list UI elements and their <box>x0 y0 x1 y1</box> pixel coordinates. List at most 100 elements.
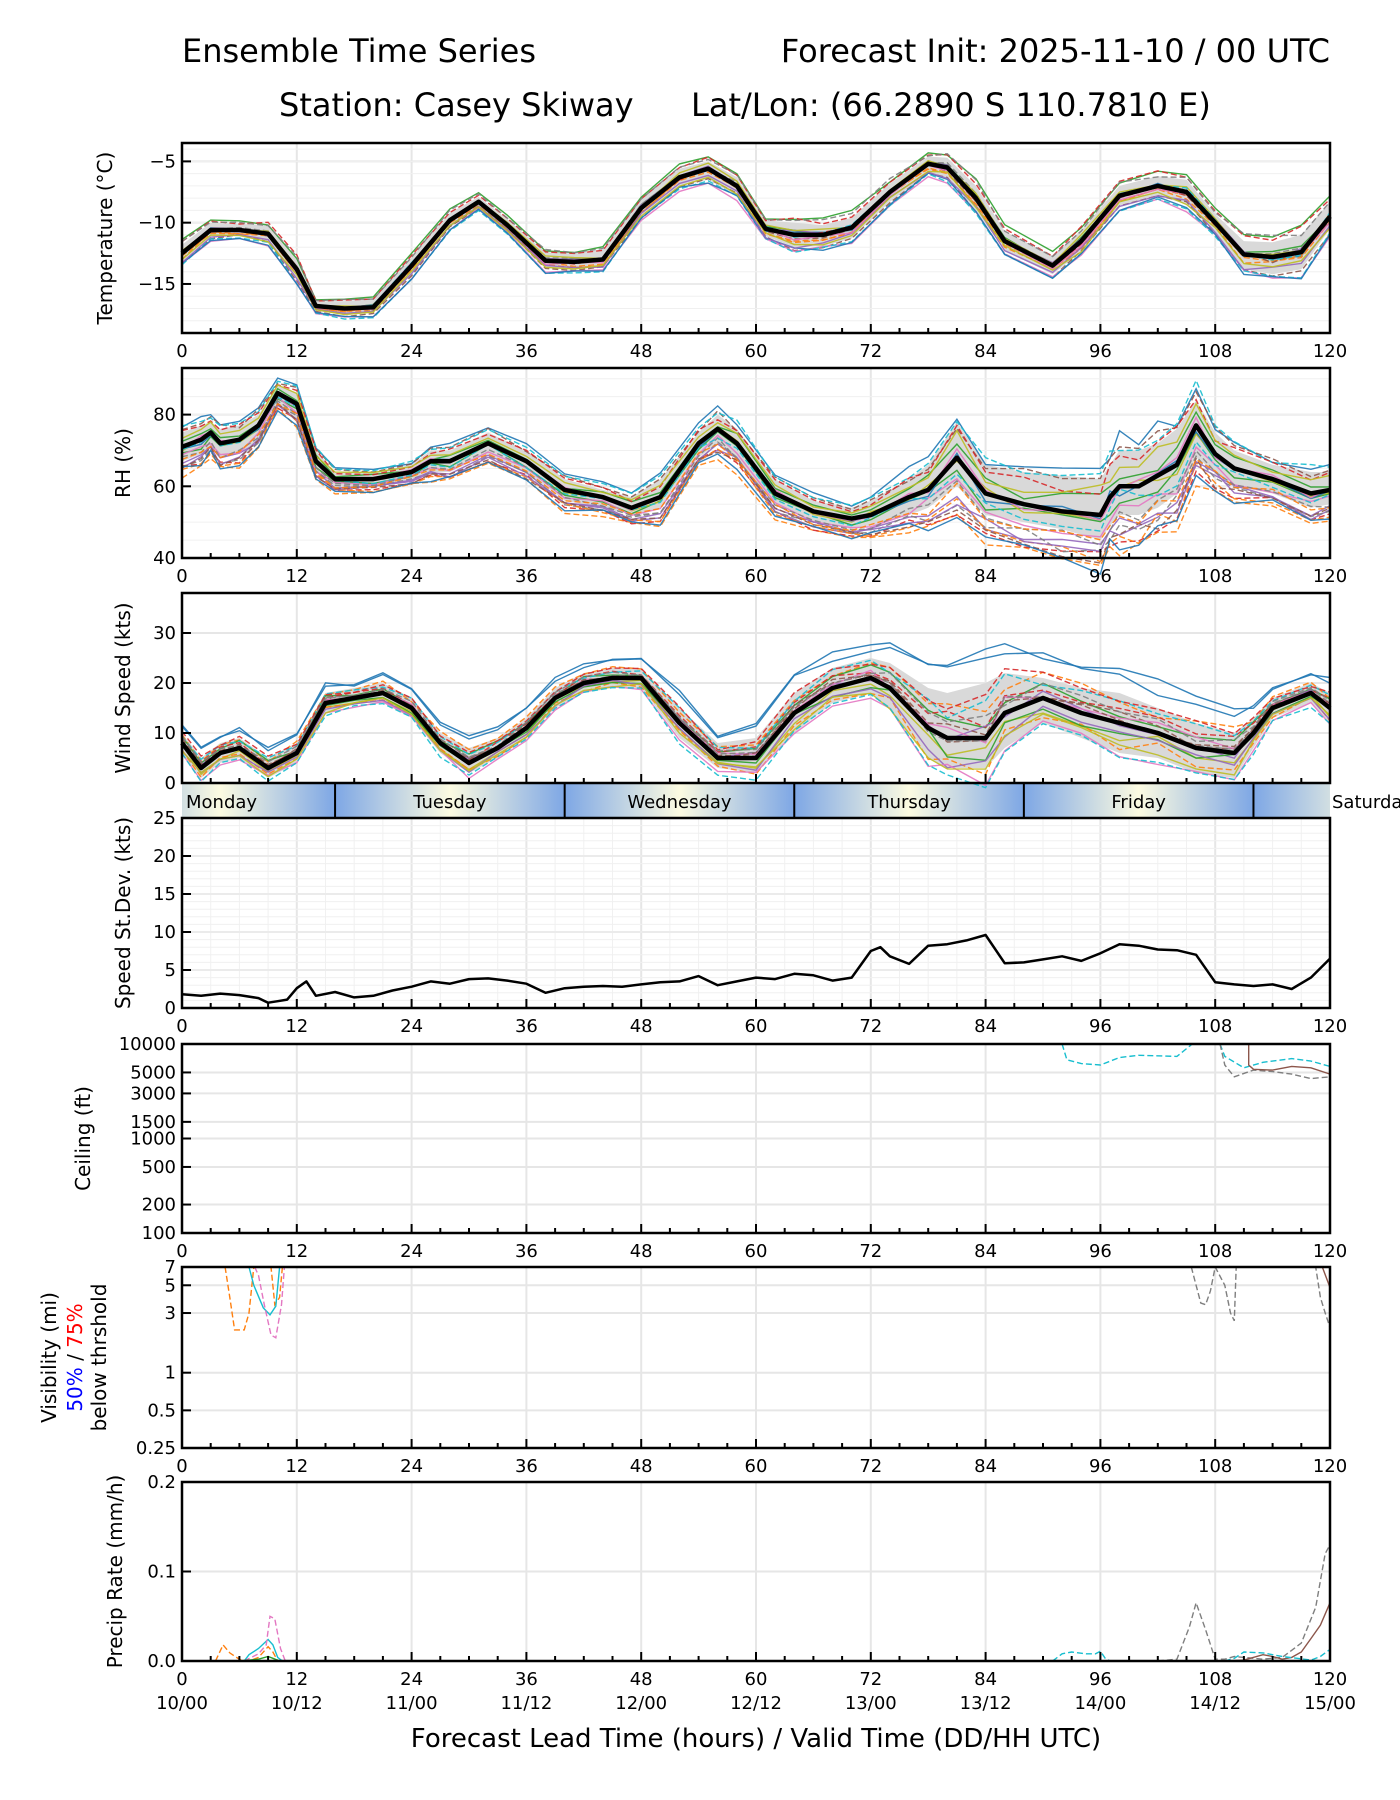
y-tick-label: 20 <box>153 846 176 867</box>
x-tick-label: 60 <box>745 1016 768 1037</box>
day-label-tuesday: Tuesday <box>412 792 487 813</box>
x-tick-label: 24 <box>400 566 423 587</box>
y-tick-label: 3000 <box>130 1083 176 1104</box>
x-tick-label: 84 <box>974 1016 997 1037</box>
x-tick-label: 96 <box>1089 1456 1112 1477</box>
x-tick-label: 120 <box>1313 1669 1347 1690</box>
x-tick-label: 12 <box>285 1456 308 1477</box>
member-line <box>254 1267 286 1339</box>
panel-ceiling: 0 12 24 36 48 60 72 84 96 108 120 100 200 500 10001500… <box>71 1034 1347 1262</box>
y-tick-label: 1000 <box>130 1129 176 1150</box>
member-line <box>1219 1044 1330 1080</box>
x-tick-label: 72 <box>859 1241 882 1262</box>
y-tick-label: 0.2 <box>147 1472 176 1493</box>
ensemble-mean-line <box>180 675 1332 771</box>
x-tick-label: 0 <box>176 566 187 587</box>
day-band-segment <box>335 783 565 818</box>
x-tick-label: 36 <box>515 566 538 587</box>
spread-band <box>182 658 1330 778</box>
ensemble-mean-line <box>181 390 1331 521</box>
member-line <box>1190 1267 1330 1328</box>
y-tick-label: 200 <box>142 1195 176 1216</box>
member-series-group <box>224 1267 1330 1339</box>
threshold-75: 75% <box>63 1303 87 1347</box>
x-tick-label: 60 <box>745 1456 768 1477</box>
x-tick-label: 120 <box>1313 341 1347 362</box>
y-axis-label: Ceiling (ft) <box>71 1086 95 1191</box>
member-line <box>243 1638 283 1661</box>
member-line <box>1061 1044 1192 1066</box>
member-line <box>1219 1044 1330 1069</box>
member-line <box>181 642 1331 749</box>
y-axis-label: Speed St.Dev. (kts) <box>111 817 135 1009</box>
x-tick-label: 36 <box>515 1241 538 1262</box>
x-tick-label: 36 <box>515 1016 538 1037</box>
y-tick-label: 5 <box>165 960 176 981</box>
panel-precip: 0 12 24 36 48 60 72 84 96 108 120 0.0 0.1 0.2 Precip R… <box>103 1472 1347 1690</box>
title-init: Forecast Init: 2025-11-10 / 00 UTC <box>780 32 1330 70</box>
valid-time-label: 12/12 <box>730 1693 782 1714</box>
valid-time-label: 14/12 <box>1189 1693 1241 1714</box>
threshold-50: 50% <box>63 1367 87 1411</box>
x-tick-label: 108 <box>1198 1456 1232 1477</box>
x-tick-label: 96 <box>1089 1669 1112 1690</box>
valid-time-label: 11/12 <box>500 1693 552 1714</box>
x-tick-label: 120 <box>1313 1456 1347 1477</box>
member-line <box>1052 1650 1216 1661</box>
x-tick-label: 60 <box>745 1241 768 1262</box>
y-tick-label: 20 <box>153 673 176 694</box>
day-band-segment <box>182 783 336 818</box>
member-line <box>181 383 1331 513</box>
y-tick-label: 7 <box>165 1257 176 1278</box>
x-tick-label: 0 <box>176 1016 187 1037</box>
panel-temperature: 0 12 24 36 48 60 72 84 96 108 120 −5 −10 −15 Temperatu… <box>93 141 1347 362</box>
day-label-saturday: Saturday <box>1332 792 1400 813</box>
member-line <box>181 646 1331 752</box>
x-tick-label: 48 <box>630 341 653 362</box>
y-tick-label: 3 <box>165 1303 176 1324</box>
x-tick-label: 12 <box>285 1016 308 1037</box>
member-line <box>181 384 1331 514</box>
x-tick-label: 60 <box>745 341 768 362</box>
member-line <box>181 674 1331 770</box>
x-tick-label: 0 <box>176 1241 187 1262</box>
x-tick-label: 48 <box>630 1241 653 1262</box>
x-tick-label: 36 <box>515 1456 538 1477</box>
valid-time-label: 12/00 <box>615 1693 667 1714</box>
x-tick-label: 72 <box>859 1016 882 1037</box>
x-tick-label: 96 <box>1089 1241 1112 1262</box>
x-tick-label: 60 <box>745 566 768 587</box>
y-tick-label: 1500 <box>130 1112 176 1133</box>
member-line <box>1321 1267 1330 1288</box>
member-line <box>181 170 1331 316</box>
member-line <box>224 1267 284 1331</box>
x-tick-label: 0 <box>176 341 187 362</box>
member-line <box>248 1267 281 1317</box>
member-line <box>181 686 1331 789</box>
x-tick-label: 96 <box>1089 1016 1112 1037</box>
x-tick-label: 0 <box>176 1456 187 1477</box>
x-tick-label: 48 <box>630 1456 653 1477</box>
y-axis-label: Visibility (mi) <box>37 1292 61 1423</box>
panel-visibility: 0 12 24 36 48 60 72 84 96 108 120 0.25 0.5 1 3 57 Visibi… <box>37 1257 1347 1477</box>
y-axis-label-threshold: 50% / 75% <box>63 1303 87 1411</box>
member-line <box>181 671 1331 764</box>
member-line <box>181 377 1331 507</box>
x-tick-label: 108 <box>1198 1669 1232 1690</box>
title-left: Ensemble Time Series <box>182 32 536 70</box>
x-tick-label: 84 <box>974 566 997 587</box>
x-tick-label: 84 <box>974 1241 997 1262</box>
valid-time-label: 10/12 <box>271 1693 323 1714</box>
member-line <box>181 409 1331 575</box>
x-tick-label: 12 <box>285 1669 308 1690</box>
member-line <box>1224 1648 1330 1661</box>
title-latlon: Lat/Lon: (66.2890 S 110.7810 E) <box>691 86 1211 124</box>
day-band-segment <box>564 783 795 818</box>
y-tick-label: 0.5 <box>147 1400 176 1421</box>
x-tick-label: 12 <box>285 341 308 362</box>
valid-time-label: 14/00 <box>1074 1693 1126 1714</box>
x-tick-label: 24 <box>400 1669 423 1690</box>
x-tick-label: 72 <box>859 341 882 362</box>
panel-rh: 0 12 24 36 48 60 72 84 96 108 120 40 60 80 RH (%) <box>111 366 1347 587</box>
